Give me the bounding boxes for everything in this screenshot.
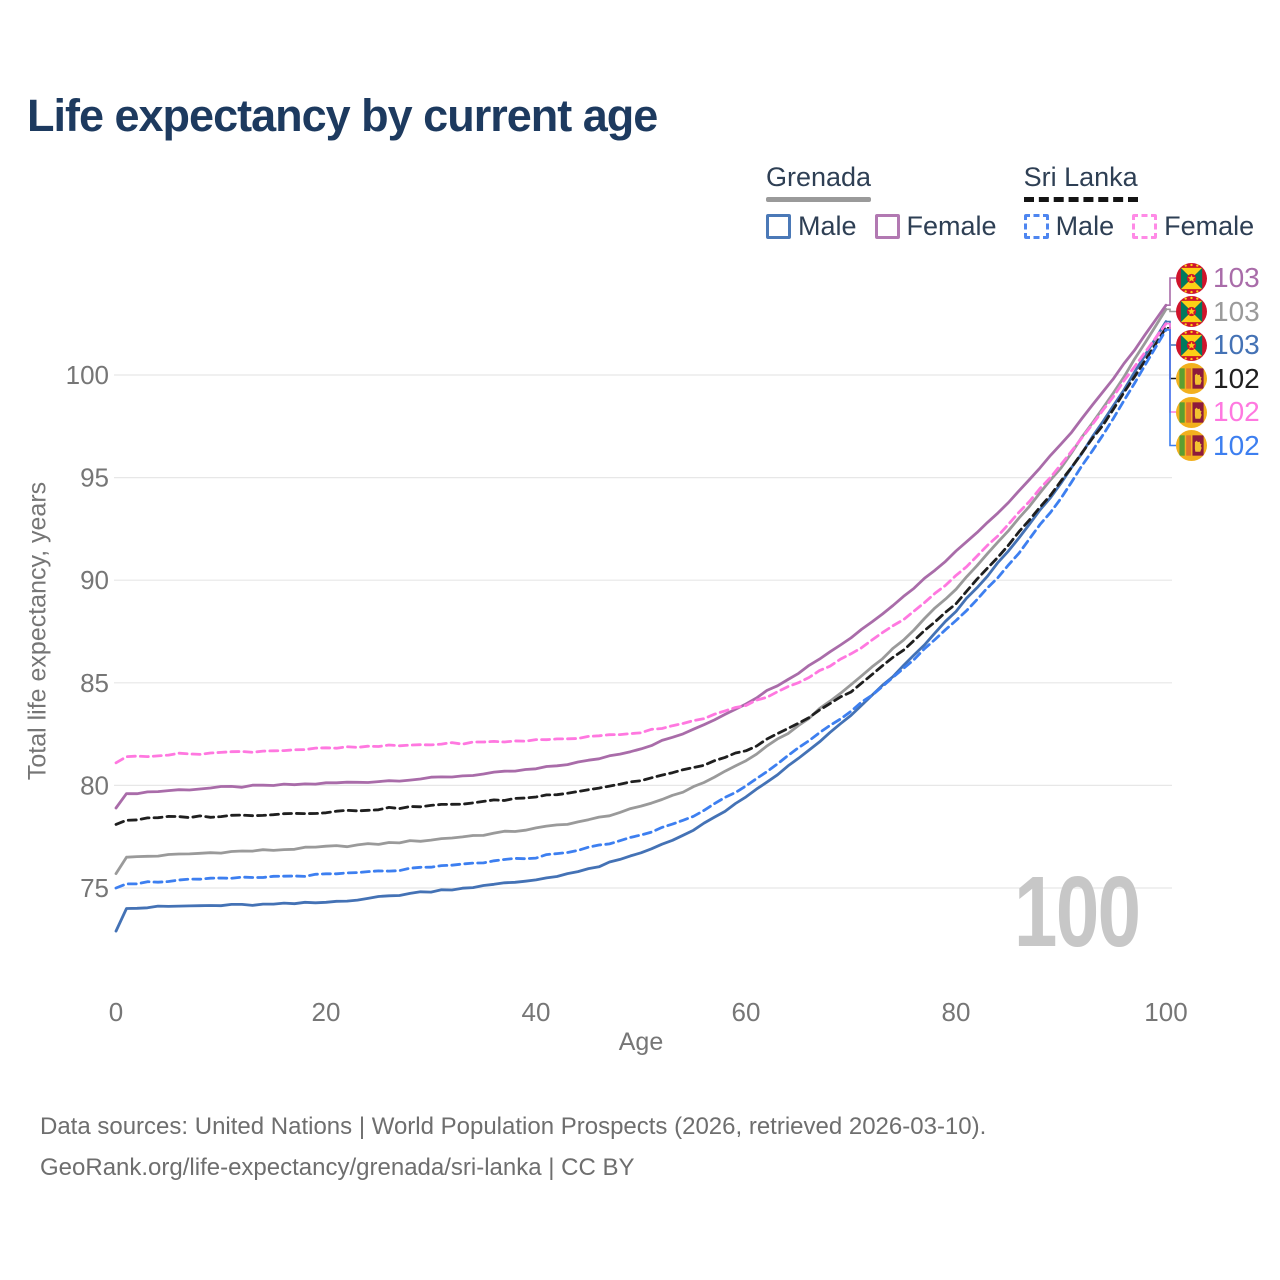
legend-item-label: Female bbox=[906, 211, 997, 241]
svg-text:60: 60 bbox=[732, 997, 761, 1027]
footer-link: GeoRank.org/life-expectancy/grenada/sri-… bbox=[40, 1154, 635, 1181]
grenada-flag-icon bbox=[1176, 329, 1207, 361]
legend-item-sri-lanka-male[interactable]: Male bbox=[1023, 211, 1115, 242]
legend-item-label: Male bbox=[798, 211, 857, 241]
sri-lanka-total-line-swatch bbox=[1023, 197, 1138, 202]
end-label-value: 103 bbox=[1213, 295, 1260, 327]
legend-group-grenada: Grenada Male Female bbox=[766, 162, 997, 242]
grenada-male-checkbox-icon bbox=[766, 214, 791, 239]
page-title: Life expectancy by current age bbox=[27, 90, 658, 141]
grenada-total-line-swatch bbox=[766, 197, 872, 202]
svg-text:95: 95 bbox=[80, 463, 109, 493]
series-sri-lanka-male bbox=[114, 328, 1168, 890]
footer: Data sources: United Nations | World Pop… bbox=[40, 1106, 986, 1188]
series-grenada-male bbox=[114, 320, 1168, 933]
legend-country-label: Grenada bbox=[766, 162, 872, 192]
series-sri-lanka-female bbox=[114, 322, 1168, 765]
end-label-value: 102 bbox=[1213, 396, 1260, 427]
svg-text:80: 80 bbox=[80, 770, 109, 800]
chart-plot[interactable]: 75 80 85 90 95 100 0 20 40 60 80 100 bbox=[0, 0, 1280, 1070]
grenada-flag-icon bbox=[1176, 296, 1207, 327]
legend-item-grenada-male[interactable]: Male bbox=[766, 211, 857, 242]
y-axis-label: Total life expectancy, years bbox=[23, 481, 52, 781]
end-label-sri-lanka-total: 102 bbox=[1176, 362, 1260, 395]
legend-country-grenada[interactable]: Grenada bbox=[766, 162, 872, 202]
svg-text:0: 0 bbox=[109, 997, 123, 1027]
footer-data-sources: Data sources: United Nations | World Pop… bbox=[40, 1113, 987, 1140]
end-label-grenada-female: 103 bbox=[1176, 262, 1260, 295]
end-label-value: 103 bbox=[1213, 262, 1260, 293]
legend-items-grenada: Male Female bbox=[766, 211, 997, 242]
age-watermark: 100 bbox=[1014, 856, 1141, 968]
legend-item-sri-lanka-female[interactable]: Female bbox=[1132, 211, 1254, 242]
grenada-female-checkbox-icon bbox=[874, 214, 900, 239]
sri-lanka-flag-icon bbox=[1176, 430, 1207, 461]
end-label-sri-lanka-male: 102 bbox=[1176, 429, 1260, 462]
sri-lanka-male-checkbox-icon bbox=[1023, 214, 1049, 239]
svg-text:100: 100 bbox=[1144, 997, 1187, 1027]
legend-item-grenada-female[interactable]: Female bbox=[874, 211, 997, 242]
end-label-value: 102 bbox=[1213, 362, 1260, 394]
end-label-grenada-total: 103 bbox=[1176, 295, 1260, 328]
end-label-value: 102 bbox=[1213, 429, 1260, 461]
legend: Grenada Male Female Sri Lanka bbox=[766, 162, 1254, 242]
legend-country-label: Sri Lanka bbox=[1023, 162, 1138, 192]
svg-text:20: 20 bbox=[312, 997, 341, 1027]
legend-item-label: Female bbox=[1164, 211, 1255, 241]
series-grenada-total bbox=[114, 307, 1168, 875]
legend-country-sri-lanka[interactable]: Sri Lanka bbox=[1023, 162, 1138, 202]
series-grenada-female bbox=[114, 303, 1168, 810]
svg-text:100: 100 bbox=[66, 360, 109, 390]
end-label-value: 103 bbox=[1213, 329, 1260, 360]
svg-text:80: 80 bbox=[942, 997, 971, 1027]
sri-lanka-female-checkbox-icon bbox=[1132, 214, 1158, 239]
end-label-grenada-male: 103 bbox=[1176, 329, 1260, 362]
legend-item-label: Male bbox=[1055, 211, 1115, 241]
svg-text:90: 90 bbox=[80, 565, 109, 595]
sri-lanka-flag-icon bbox=[1176, 396, 1207, 428]
svg-text:40: 40 bbox=[522, 997, 551, 1027]
grenada-flag-icon bbox=[1176, 262, 1207, 294]
x-axis-label: Age bbox=[618, 1028, 664, 1056]
legend-items-sri-lanka: Male Female bbox=[1023, 211, 1254, 242]
series-sri-lanka-total bbox=[114, 326, 1168, 826]
end-label-sri-lanka-female: 102 bbox=[1176, 396, 1260, 429]
sri-lanka-flag-icon bbox=[1176, 363, 1207, 394]
svg-text:85: 85 bbox=[80, 668, 109, 698]
svg-text:75: 75 bbox=[80, 873, 109, 903]
legend-group-sri-lanka: Sri Lanka Male Female bbox=[1023, 162, 1254, 242]
